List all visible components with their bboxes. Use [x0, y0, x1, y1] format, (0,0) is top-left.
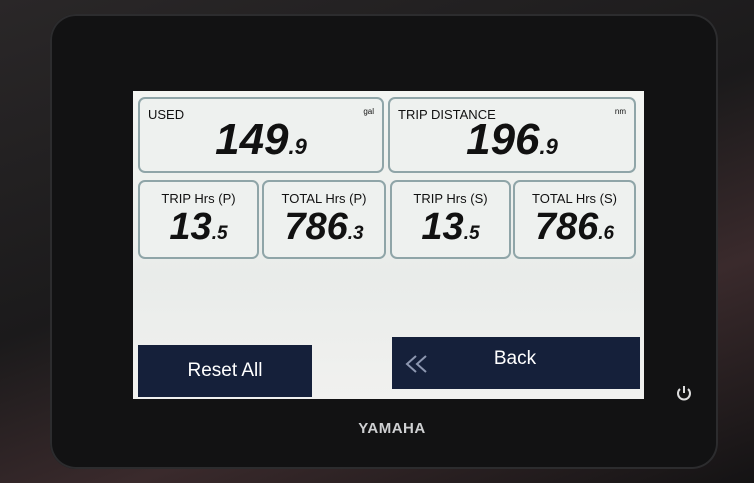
- back-icon: [404, 354, 430, 374]
- data-tile: TOTAL Hrs (P)786.3: [262, 180, 386, 259]
- tile-value: 13.5: [392, 206, 509, 249]
- button-label: Reset All: [188, 360, 263, 382]
- value-integer: 196: [466, 115, 539, 164]
- data-tile: TRIP Hrs (S)13.5: [390, 180, 511, 259]
- data-tile: TOTAL Hrs (S)786.6: [513, 180, 636, 259]
- tile-value: 786.3: [264, 206, 384, 249]
- value-integer: 786: [284, 206, 347, 248]
- tile-label: TOTAL Hrs (P): [264, 191, 384, 206]
- tile-label: TRIP Hrs (S): [392, 191, 509, 206]
- data-tile: TRIP Hrs (P)13.5: [138, 180, 259, 259]
- value-decimal: .5: [464, 223, 480, 244]
- value-decimal: .3: [348, 223, 364, 244]
- tile-value: 786.6: [515, 206, 634, 249]
- button-label: Back: [494, 348, 536, 370]
- value-integer: 13: [421, 206, 463, 248]
- tile-label: TOTAL Hrs (S): [515, 191, 634, 206]
- value-decimal: .9: [289, 134, 307, 159]
- value-integer: 786: [535, 206, 598, 248]
- back-button[interactable]: Back: [392, 337, 640, 389]
- brand-logo: YAMAHA: [340, 420, 444, 437]
- value-decimal: .9: [540, 134, 558, 159]
- value-decimal: .6: [598, 223, 614, 244]
- value-integer: 149: [215, 115, 288, 164]
- reset-all-button[interactable]: Reset All: [138, 345, 312, 397]
- value-decimal: .5: [212, 223, 228, 244]
- tile-value: 149.9: [140, 115, 382, 165]
- device: Reset All Back YAMAHA USEDgal149.9TRIP D…: [0, 0, 754, 483]
- tile-value: 196.9: [390, 115, 634, 165]
- tile-label: TRIP Hrs (P): [140, 191, 257, 206]
- power-icon[interactable]: [674, 384, 694, 404]
- value-integer: 13: [169, 206, 211, 248]
- tile-value: 13.5: [140, 206, 257, 249]
